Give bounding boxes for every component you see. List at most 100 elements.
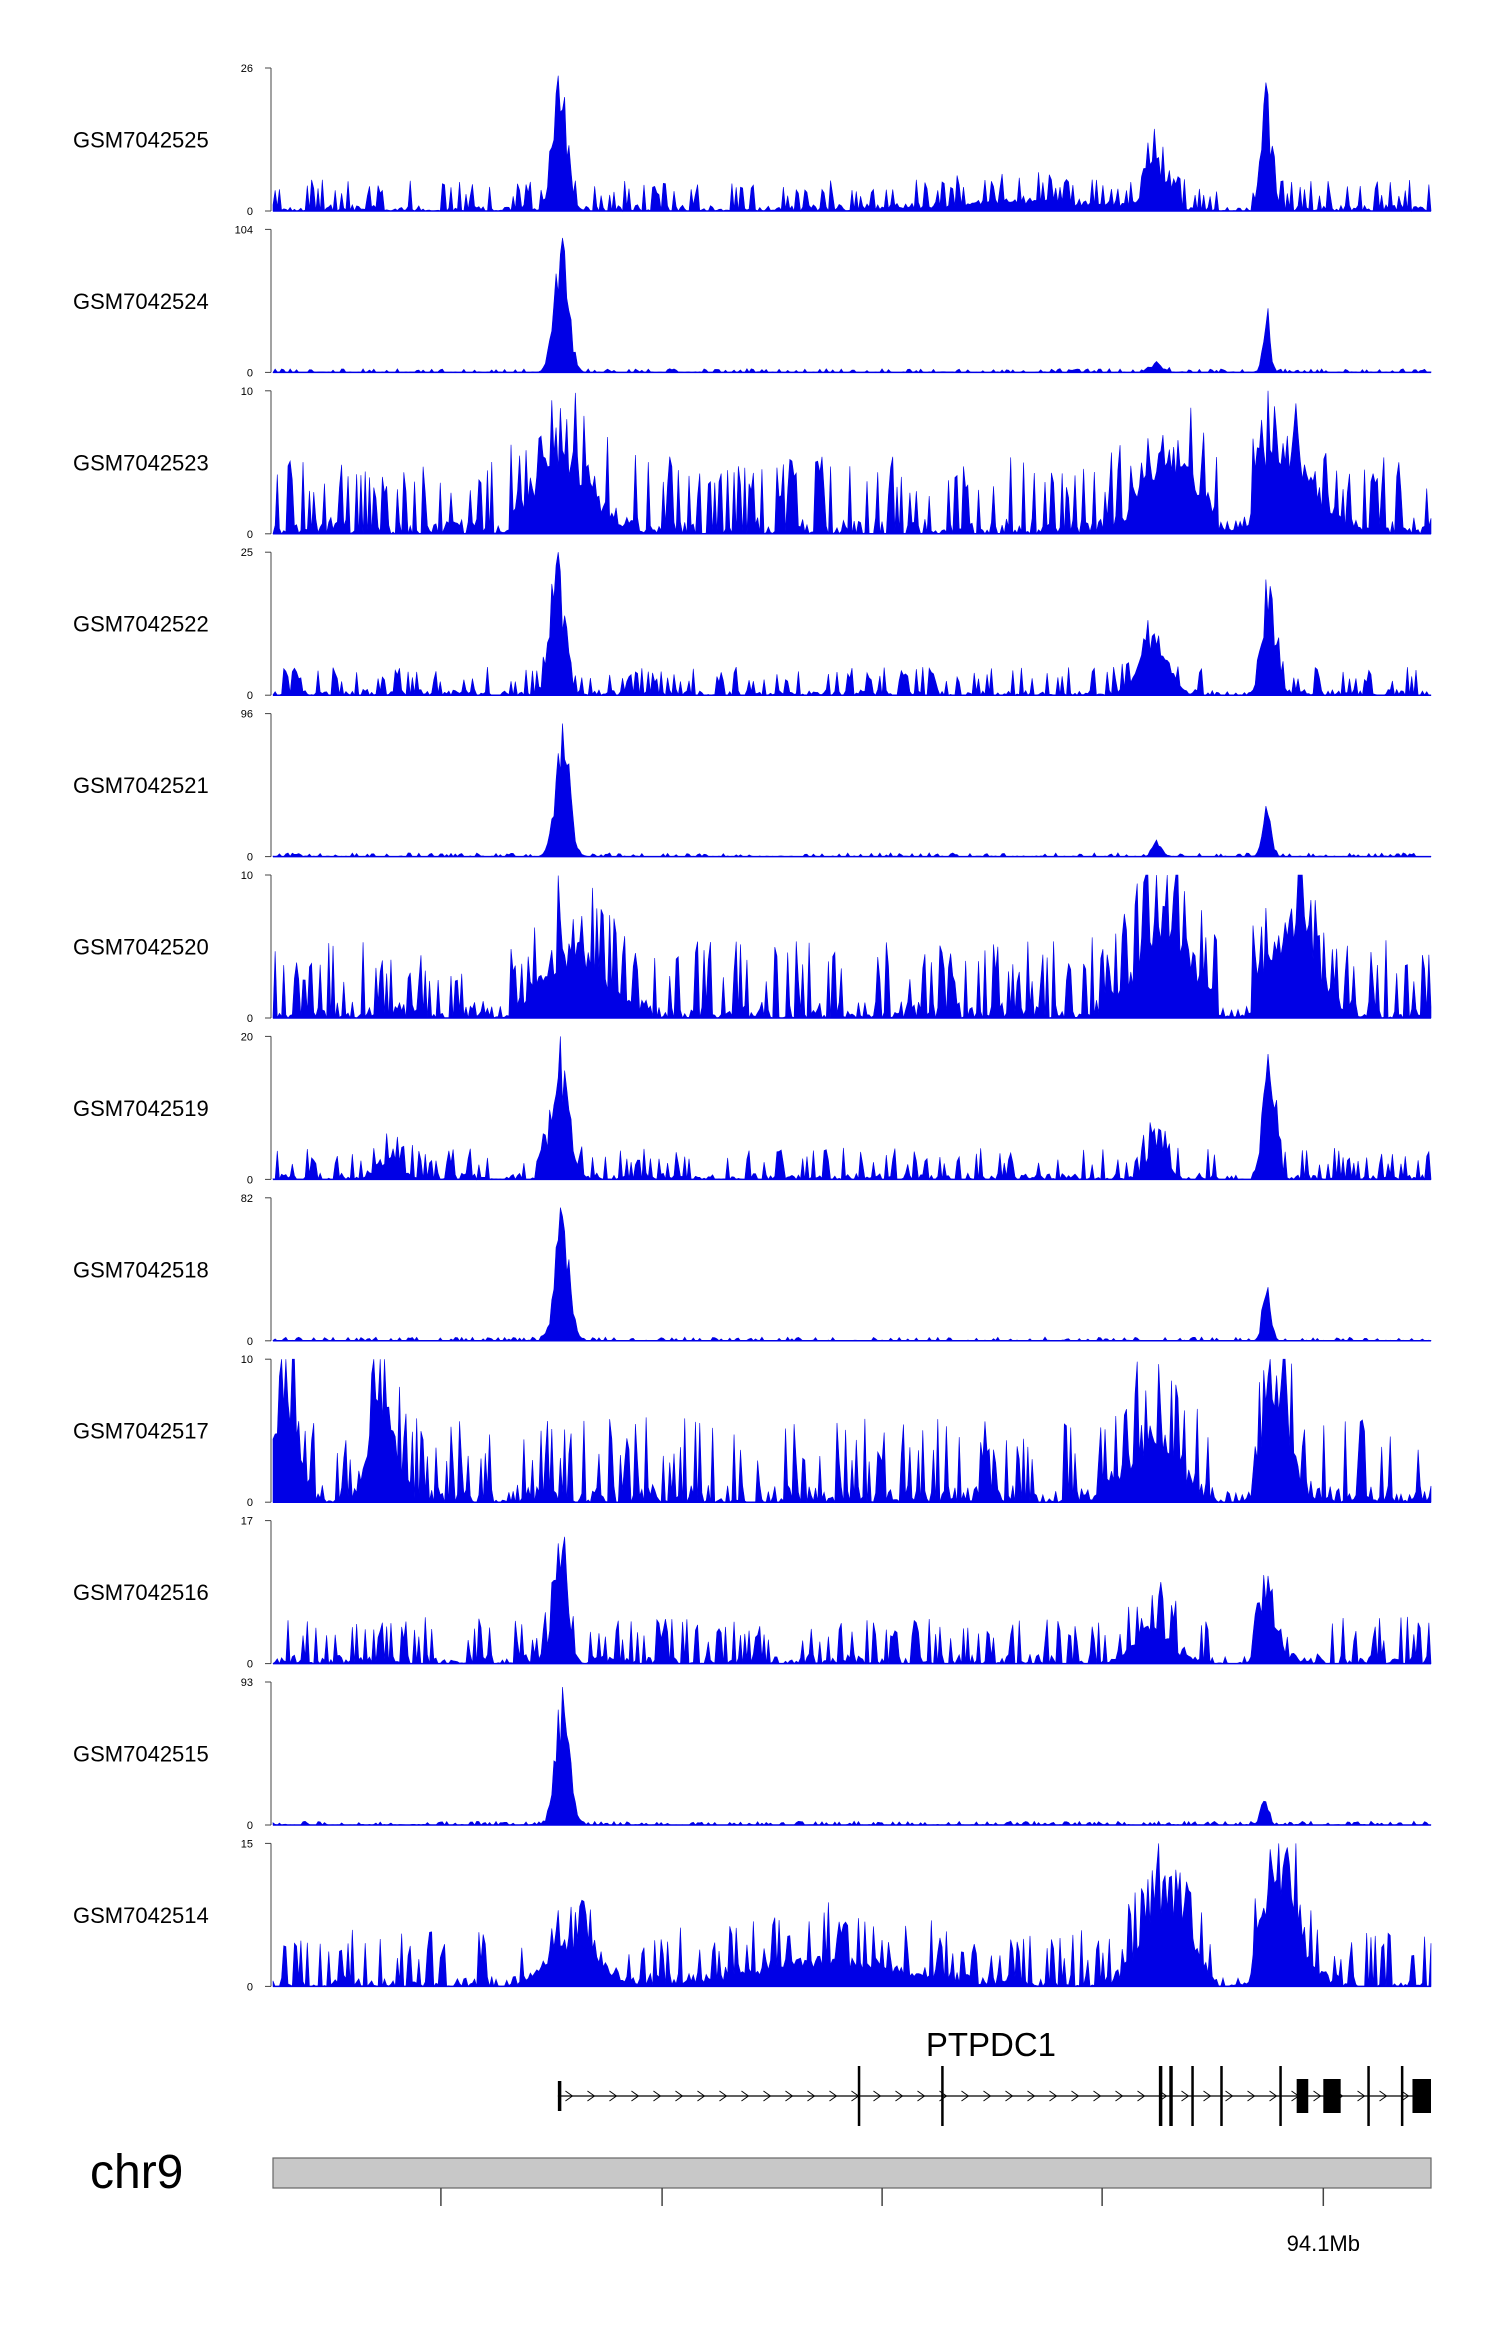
strand-arrow xyxy=(741,2090,750,2102)
track-GSM7042514: GSM7042514 15 0 xyxy=(73,1838,1432,1993)
coverage-signal xyxy=(272,552,1432,697)
track-ymin-label: 0 xyxy=(247,1174,253,1186)
track-ymax-label: 20 xyxy=(241,1031,253,1043)
gene-exon xyxy=(1412,2079,1431,2113)
gene-exon xyxy=(857,2066,861,2126)
strand-arrow xyxy=(653,2090,662,2102)
track-ymin-label: 0 xyxy=(247,1013,253,1025)
coverage-signal xyxy=(272,390,1432,535)
track-GSM7042524: GSM7042524 104 0 xyxy=(73,224,1432,379)
gene-exon xyxy=(1296,2079,1309,2113)
strand-arrow xyxy=(1137,2090,1146,2102)
gene-exon xyxy=(1220,2066,1223,2126)
strand-arrow xyxy=(1247,2090,1256,2102)
strand-arrow xyxy=(1005,2090,1014,2102)
strand-arrow xyxy=(1313,2090,1322,2102)
gene-exon xyxy=(1367,2066,1370,2126)
track-ymin-label: 0 xyxy=(247,1820,253,1832)
coverage-tracks: GSM7042525 26 0 GSM7042524 104 0 GSM7042523 10 0… xyxy=(73,63,1432,1993)
track-label: GSM7042521 xyxy=(73,773,209,798)
strand-arrow xyxy=(917,2090,926,2102)
strand-arrow xyxy=(631,2090,640,2102)
track-label: GSM7042517 xyxy=(73,1419,209,1444)
strand-arrow xyxy=(895,2090,904,2102)
gene-exon xyxy=(1400,2066,1404,2126)
coverage-signal xyxy=(272,1843,1432,1988)
gene-exon xyxy=(1279,2066,1282,2126)
chromosome-bar xyxy=(272,2157,1432,2189)
track-ymin-label: 0 xyxy=(247,1659,253,1671)
strand-arrow xyxy=(785,2090,794,2102)
strand-arrow xyxy=(1401,2090,1410,2102)
chromosome-ideogram: chr9 94.1Mb xyxy=(90,2146,1432,2256)
track-ymax-label: 25 xyxy=(241,547,253,559)
track-GSM7042518: GSM7042518 82 0 xyxy=(73,1193,1432,1348)
track-ymin-label: 0 xyxy=(247,690,253,702)
gene-exon xyxy=(1158,2066,1163,2126)
strand-arrow xyxy=(983,2090,992,2102)
strand-arrow xyxy=(1071,2090,1080,2102)
gene-annotation-track: PTPDC1 xyxy=(557,2026,1431,2126)
track-ymin-label: 0 xyxy=(247,529,253,541)
track-ymax-label: 10 xyxy=(241,386,253,398)
strand-arrow xyxy=(1203,2090,1212,2102)
track-ymax-label: 15 xyxy=(241,1838,253,1850)
track-ymax-label: 104 xyxy=(235,224,253,236)
track-ymin-label: 0 xyxy=(247,206,253,218)
strand-arrow xyxy=(675,2090,684,2102)
strand-arrow xyxy=(829,2090,838,2102)
track-GSM7042516: GSM7042516 17 0 xyxy=(73,1516,1432,1671)
strand-arrow xyxy=(565,2090,574,2102)
coverage-signal xyxy=(272,1536,1432,1665)
track-GSM7042517: GSM7042517 10 0 xyxy=(73,1354,1432,1509)
track-label: GSM7042516 xyxy=(73,1580,209,1605)
gene-exon xyxy=(1191,2066,1194,2126)
track-label: GSM7042520 xyxy=(73,935,209,960)
coverage-signal xyxy=(272,1686,1432,1826)
coverage-signal xyxy=(272,1036,1432,1181)
strand-arrow xyxy=(1115,2090,1124,2102)
coverage-signal xyxy=(272,237,1432,373)
track-ymax-label: 96 xyxy=(241,709,253,721)
gene-exon xyxy=(1323,2079,1341,2113)
track-label: GSM7042524 xyxy=(73,289,209,314)
track-ymin-label: 0 xyxy=(247,852,253,864)
strand-arrow xyxy=(807,2090,816,2102)
track-ymax-label: 82 xyxy=(241,1193,253,1205)
coordinate-tick-label: 94.1Mb xyxy=(1287,2231,1360,2256)
strand-arrow xyxy=(1225,2090,1234,2102)
strand-arrow xyxy=(1027,2090,1036,2102)
strand-arrow xyxy=(1269,2090,1278,2102)
strand-arrow xyxy=(1093,2090,1102,2102)
coverage-signal xyxy=(272,75,1432,213)
track-label: GSM7042519 xyxy=(73,1096,209,1121)
track-ymin-label: 0 xyxy=(247,367,253,379)
coverage-signal xyxy=(272,874,1432,1020)
track-ymin-label: 0 xyxy=(247,1981,253,1993)
track-ymin-label: 0 xyxy=(247,1336,253,1348)
track-GSM7042525: GSM7042525 26 0 xyxy=(73,63,1432,218)
track-label: GSM7042522 xyxy=(73,612,209,637)
strand-arrow xyxy=(1049,2090,1058,2102)
track-GSM7042522: GSM7042522 25 0 xyxy=(73,547,1432,702)
track-label: GSM7042514 xyxy=(73,1903,209,1928)
coverage-signal xyxy=(272,1207,1432,1342)
strand-arrow xyxy=(587,2090,596,2102)
track-label: GSM7042525 xyxy=(73,128,209,153)
track-GSM7042521: GSM7042521 96 0 xyxy=(73,709,1432,864)
gene-exon xyxy=(557,2081,562,2111)
track-GSM7042523: GSM7042523 10 0 xyxy=(73,386,1432,541)
coverage-signal xyxy=(272,723,1432,858)
track-label: GSM7042515 xyxy=(73,1742,209,1767)
track-ymax-label: 26 xyxy=(241,63,253,75)
track-GSM7042520: GSM7042520 10 0 xyxy=(73,870,1432,1025)
strand-arrow xyxy=(697,2090,706,2102)
track-GSM7042519: GSM7042519 20 0 xyxy=(73,1031,1432,1186)
gene-exon xyxy=(941,2066,944,2126)
track-label: GSM7042518 xyxy=(73,1257,209,1282)
gene-exon xyxy=(1169,2066,1173,2126)
strand-arrow xyxy=(1181,2090,1190,2102)
track-ymax-label: 10 xyxy=(241,1354,253,1366)
track-ymax-label: 17 xyxy=(241,1516,253,1528)
